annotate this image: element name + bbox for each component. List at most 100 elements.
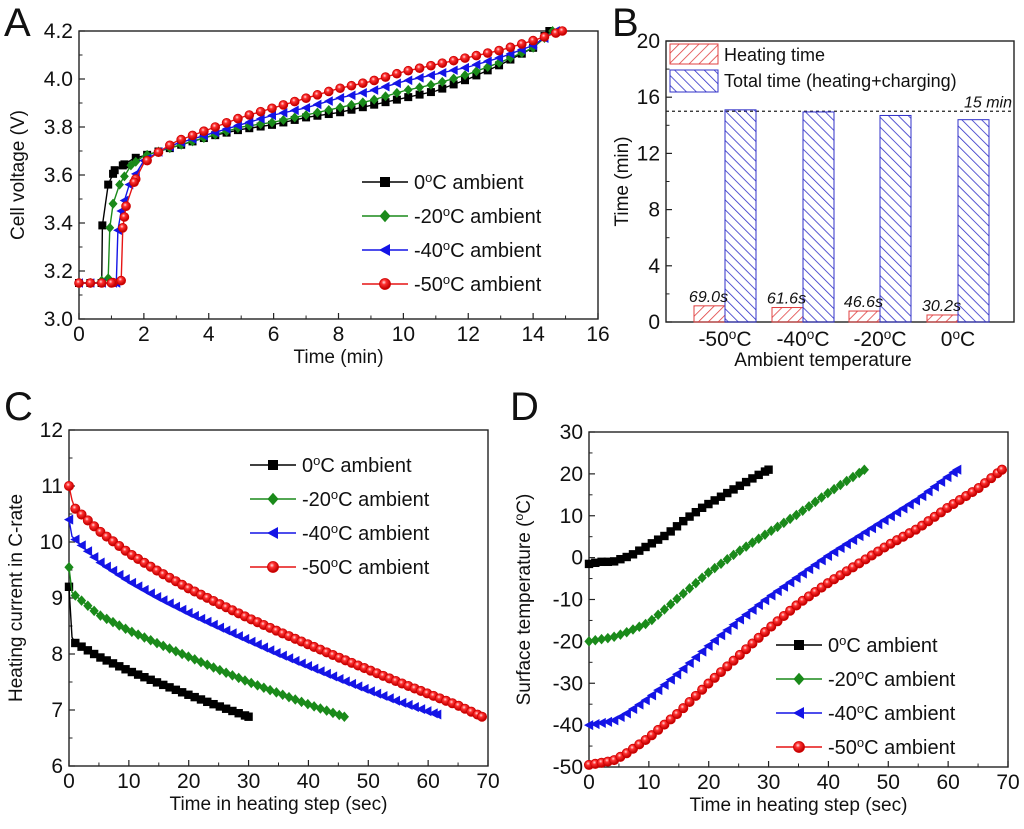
- data-point: [716, 492, 726, 501]
- y-tick-label: 16: [637, 86, 660, 109]
- data-point: [760, 529, 770, 541]
- data-point: [63, 480, 75, 492]
- data-point: [70, 503, 81, 514]
- data-point: [346, 90, 356, 101]
- data-point: [146, 675, 155, 684]
- data-point: [703, 640, 713, 651]
- data-point: [437, 58, 448, 68]
- series--40c: [63, 514, 442, 720]
- x-tick-label: 30: [757, 771, 780, 794]
- data-point: [202, 616, 212, 627]
- legend-swatch-total: [669, 69, 719, 93]
- data-point: [121, 665, 130, 674]
- data-point: [482, 48, 493, 58]
- data-point: [158, 595, 168, 606]
- y-tick-label: 6: [51, 755, 63, 778]
- legend-item: Total time (heating+charging): [669, 69, 957, 93]
- legend-label: -40oC ambient: [302, 521, 430, 546]
- data-point: [380, 72, 391, 82]
- data-point: [764, 465, 773, 474]
- data-point: [184, 690, 193, 699]
- y-axis-label: Heating current in C-rate: [6, 494, 27, 702]
- data-point: [685, 512, 694, 521]
- chart-b-time-bars: 0 4 8 12 16 20 15 min 69.0s -50oC 61.6s -40oC 46.6s…: [612, 30, 1015, 371]
- x-tick-label: 14: [521, 323, 545, 346]
- x-tick-label: 0: [73, 323, 85, 346]
- data-point: [381, 98, 390, 107]
- panel-label-b: B: [612, 1, 639, 45]
- data-point: [766, 590, 776, 601]
- data-point: [678, 663, 688, 674]
- y-tick-label: 20: [560, 463, 583, 486]
- data-point: [622, 552, 631, 562]
- data-point: [369, 94, 379, 105]
- y-tick-label: 0: [648, 311, 660, 334]
- data-point: [460, 53, 470, 63]
- data-point: [278, 100, 289, 110]
- data-point: [335, 93, 345, 103]
- data-point: [823, 487, 833, 499]
- data-point: [647, 614, 657, 626]
- data-point: [195, 613, 206, 624]
- data-point: [426, 88, 435, 97]
- legend-marker: [793, 672, 805, 686]
- series--40c: [583, 464, 962, 731]
- data-point: [476, 711, 488, 722]
- data-point: [301, 110, 311, 120]
- data-point: [301, 93, 311, 103]
- data-point: [82, 515, 93, 526]
- data-point: [76, 595, 87, 606]
- data-point: [114, 620, 124, 631]
- data-point: [449, 80, 458, 89]
- data-point: [145, 588, 155, 599]
- data-point: [597, 557, 606, 567]
- data-point: [709, 672, 720, 683]
- data-point: [690, 652, 701, 663]
- data-point: [415, 704, 426, 715]
- data-point: [176, 134, 186, 145]
- data-point: [616, 554, 625, 564]
- data-point: [392, 87, 402, 98]
- data-point: [426, 60, 436, 71]
- x-tick-label: 0oC: [941, 327, 975, 352]
- data-point: [797, 568, 807, 579]
- x-tick-label: 70: [476, 770, 499, 793]
- bar-data-label: 30.2s: [922, 298, 961, 315]
- data-point: [653, 685, 663, 696]
- data-point: [557, 26, 568, 36]
- data-point: [133, 629, 143, 640]
- y-tick-label: -50: [553, 756, 583, 779]
- x-tick-label: 50: [357, 770, 380, 793]
- data-point: [785, 577, 795, 588]
- data-point: [114, 569, 124, 580]
- legend-label: -40oC ambient: [414, 238, 542, 263]
- data-point: [233, 113, 243, 124]
- legend-label: -20oC ambient: [828, 667, 956, 692]
- data-point: [267, 117, 277, 128]
- data-point: [728, 549, 739, 561]
- data-point: [923, 486, 933, 497]
- data-point: [177, 604, 187, 615]
- data-point: [118, 161, 127, 170]
- data-point: [110, 166, 119, 175]
- data-point: [709, 635, 719, 646]
- y-tick-label: -10: [553, 589, 583, 612]
- bar-total-time: [724, 109, 757, 323]
- data-point: [710, 562, 720, 574]
- data-point: [208, 662, 219, 673]
- data-point: [609, 715, 619, 726]
- legend-label: -20oC ambient: [302, 487, 430, 512]
- data-point: [710, 496, 719, 505]
- data-point: [139, 584, 149, 595]
- data-point: [621, 708, 631, 719]
- data-point: [697, 646, 707, 657]
- data-point: [772, 521, 783, 533]
- data-point: [437, 76, 447, 87]
- data-point: [77, 642, 86, 651]
- data-point: [183, 651, 194, 662]
- legend-label: -50oC ambient: [302, 555, 430, 580]
- data-point: [929, 481, 939, 492]
- legend-marker: [793, 741, 805, 753]
- x-axis-label: Time (min): [293, 347, 383, 368]
- data-point: [842, 475, 852, 487]
